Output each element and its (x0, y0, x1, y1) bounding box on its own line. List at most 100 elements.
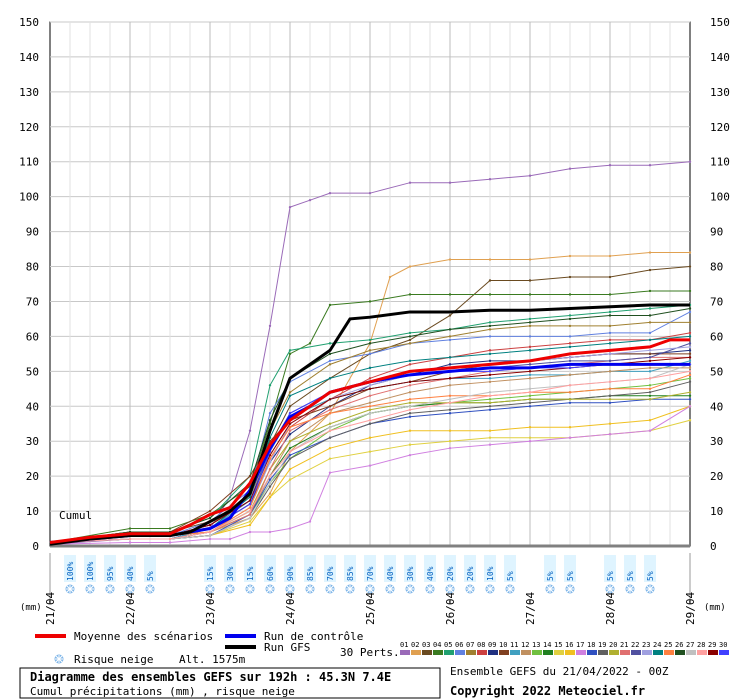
member-point (328, 352, 332, 356)
member-point (288, 412, 292, 415)
snowflake-icon (65, 584, 75, 594)
member-point (248, 530, 252, 534)
member-point (288, 453, 292, 457)
member-point (648, 314, 652, 317)
snow-risk-item: 40% (384, 555, 396, 594)
snow-risk-bg (244, 555, 256, 582)
member-point (408, 429, 412, 432)
y-tick-label: 120 (710, 121, 730, 134)
member-point (608, 380, 612, 384)
snow-risk-item: 95% (104, 555, 116, 594)
member-point (368, 300, 372, 303)
member-code: 29 (708, 641, 716, 649)
member-swatch (576, 650, 586, 655)
member-swatch (686, 650, 696, 655)
snow-risk-pct: 15% (246, 566, 255, 581)
snow-risk-pct: 85% (306, 566, 315, 581)
member-point (488, 401, 492, 404)
member-point (308, 520, 312, 523)
member-point (288, 394, 292, 397)
member-point (648, 366, 652, 370)
member-point (488, 443, 492, 446)
member-point (408, 331, 412, 335)
snowflake-icon (645, 584, 655, 594)
snowflake-icon (305, 584, 315, 594)
member-point (368, 405, 372, 408)
member-point (128, 537, 132, 541)
x-axis: 21/04 22/04 23/04 24/04 25/04 26/04 27/04 28/04… (44, 553, 697, 625)
member-point (408, 181, 412, 184)
y-tick-label: 90 (26, 226, 39, 239)
snow-risk-bg (144, 555, 156, 582)
member-point (448, 314, 452, 317)
y-tick-label: 100 (19, 191, 39, 204)
chart-grid (49, 21, 691, 548)
footer-title: Diagramme des ensembles GEFS sur 192h : … (30, 670, 391, 684)
snow-risk-pct: 5% (506, 571, 515, 581)
member-point (368, 342, 372, 345)
member-swatch (554, 650, 564, 655)
member-point (268, 530, 272, 534)
snowflake-arms (66, 585, 74, 593)
legend-mean-label: Moyenne des scénarios (74, 630, 213, 643)
member-code: 03 (422, 641, 430, 649)
member-point (608, 342, 612, 345)
member-code: 22 (631, 641, 639, 649)
member-point (368, 422, 372, 425)
snow-risk-bg (564, 555, 576, 582)
snow-risk-pct: 100% (86, 562, 95, 581)
member-point (648, 321, 652, 324)
snow-risk-bg (544, 555, 556, 582)
member-swatch (543, 650, 553, 655)
member-code: 13 (532, 641, 540, 649)
member-swatch (521, 650, 531, 655)
snow-risk-item: 60% (264, 555, 276, 594)
snowflake-icon (485, 584, 495, 594)
x-date-label: 28/04 (604, 592, 617, 625)
snowflake-icon (605, 584, 615, 594)
member-point (488, 405, 492, 408)
member-code: 04 (433, 641, 441, 649)
snowflake-arms (486, 585, 494, 593)
member-swatch (499, 650, 509, 655)
snow-risk-bg (324, 555, 336, 582)
member-point (688, 356, 692, 359)
snow-risk-bg (84, 555, 96, 582)
member-point (268, 412, 272, 415)
member-point (568, 384, 572, 387)
member-point (648, 349, 652, 352)
member-code: 05 (444, 641, 452, 649)
member-point (528, 363, 532, 366)
member-point (648, 359, 652, 363)
member-point (288, 467, 292, 471)
snow-risk-item: 30% (404, 555, 416, 594)
y-tick-label: 20 (710, 470, 723, 483)
snow-risk-pct: 5% (146, 571, 155, 581)
member-swatch (719, 650, 729, 655)
member-point (688, 251, 692, 254)
member-point (568, 293, 572, 296)
member-point (688, 391, 692, 394)
altitude-label: Alt. 1575m (179, 653, 246, 666)
member-point (528, 317, 532, 321)
member-point (448, 429, 452, 432)
member-point (268, 384, 272, 387)
member-point (408, 359, 412, 363)
legend-gfs-label: Run GFS (264, 641, 310, 654)
member-point (528, 387, 532, 390)
member-point (448, 356, 452, 359)
member-point (528, 405, 532, 408)
member-swatch (708, 650, 718, 655)
member-point (168, 537, 172, 541)
snow-risk-bg (124, 555, 136, 582)
member-point (688, 370, 692, 373)
member-point (328, 359, 332, 363)
snowflake-arms (126, 585, 134, 593)
snowflake-arms (386, 585, 394, 593)
member-point (488, 328, 492, 331)
member-swatch (609, 650, 619, 655)
snow-risk-bg (364, 555, 376, 582)
y-tick-label: 140 (19, 51, 39, 64)
member-point (408, 401, 412, 404)
